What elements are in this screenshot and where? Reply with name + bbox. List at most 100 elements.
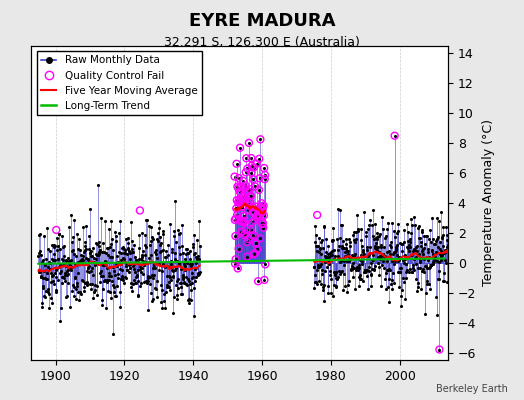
Point: [410, 214, 419, 220]
Point: [41, 275, 49, 281]
Point: [316, 281, 325, 288]
Point: [93, 292, 101, 298]
Point: [351, 236, 359, 243]
Point: [132, 280, 140, 286]
Point: [375, 249, 384, 255]
Point: [99, 273, 107, 279]
Point: [74, 236, 83, 242]
Point: [439, 243, 447, 249]
Point: [319, 287, 327, 294]
Point: [65, 260, 73, 266]
Point: [420, 245, 429, 251]
Point: [129, 281, 137, 288]
Point: [406, 266, 414, 272]
Point: [132, 257, 140, 264]
Point: [375, 264, 384, 270]
Point: [172, 264, 180, 271]
Point: [337, 243, 346, 249]
Point: [435, 218, 443, 224]
Point: [357, 260, 366, 267]
Point: [51, 273, 60, 280]
Point: [410, 222, 419, 228]
Point: [426, 226, 434, 233]
Point: [80, 283, 89, 290]
Point: [130, 242, 138, 248]
Point: [427, 262, 435, 268]
Point: [131, 269, 139, 276]
Point: [380, 265, 388, 271]
Point: [418, 248, 427, 254]
Point: [250, 217, 258, 223]
Point: [311, 278, 319, 285]
Point: [411, 247, 419, 254]
Point: [135, 256, 143, 262]
Point: [346, 256, 354, 262]
Point: [442, 224, 450, 230]
Point: [128, 246, 136, 252]
Point: [340, 262, 348, 268]
Point: [341, 249, 350, 256]
Point: [401, 252, 409, 258]
Point: [314, 243, 323, 250]
Point: [146, 252, 155, 258]
Point: [388, 277, 396, 283]
Point: [92, 241, 101, 247]
Point: [398, 241, 406, 248]
Point: [111, 272, 119, 278]
Point: [103, 265, 112, 272]
Point: [66, 303, 74, 310]
Point: [354, 267, 363, 273]
Point: [379, 226, 387, 232]
Point: [342, 240, 351, 247]
Point: [188, 270, 196, 276]
Point: [259, 224, 267, 231]
Point: [98, 296, 106, 303]
Point: [117, 267, 126, 273]
Point: [233, 212, 242, 218]
Point: [138, 264, 146, 271]
Point: [126, 260, 134, 267]
Point: [256, 235, 264, 242]
Point: [324, 254, 333, 260]
Point: [388, 286, 397, 292]
Point: [364, 286, 372, 292]
Point: [152, 247, 160, 254]
Point: [179, 274, 188, 280]
Point: [321, 268, 330, 274]
Point: [259, 212, 268, 218]
Point: [312, 267, 321, 274]
Point: [322, 255, 331, 261]
Point: [257, 200, 266, 206]
Point: [98, 248, 106, 255]
Point: [406, 238, 414, 245]
Point: [143, 216, 151, 223]
Point: [86, 250, 94, 256]
Point: [232, 205, 241, 212]
Point: [141, 217, 150, 224]
Point: [252, 240, 260, 247]
Point: [326, 272, 334, 278]
Point: [387, 239, 395, 246]
Point: [416, 235, 424, 241]
Point: [144, 275, 152, 281]
Point: [338, 268, 346, 274]
Point: [236, 199, 245, 205]
Point: [313, 243, 322, 250]
Point: [118, 275, 126, 281]
Point: [127, 219, 135, 225]
Point: [361, 268, 369, 275]
Point: [397, 293, 405, 299]
Point: [346, 256, 354, 262]
Point: [237, 183, 246, 190]
Point: [414, 284, 423, 290]
Point: [238, 218, 246, 225]
Point: [324, 242, 333, 249]
Point: [259, 220, 267, 226]
Point: [431, 241, 439, 248]
Point: [370, 236, 378, 242]
Point: [234, 246, 243, 252]
Point: [358, 257, 366, 264]
Point: [399, 256, 408, 262]
Point: [317, 239, 325, 245]
Point: [395, 257, 403, 263]
